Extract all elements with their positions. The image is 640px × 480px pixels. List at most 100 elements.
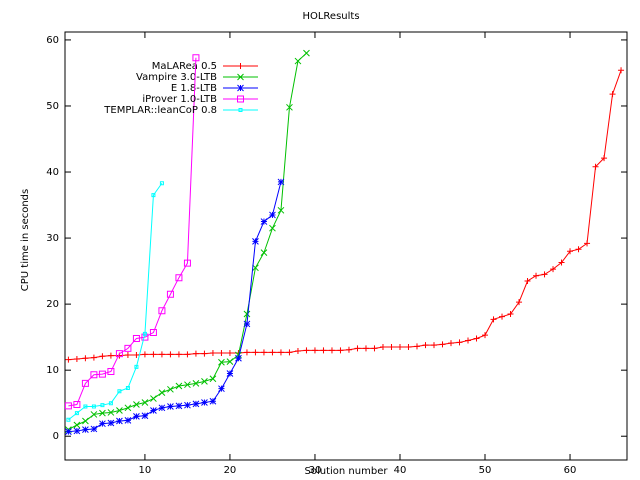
- point-marker: [260, 218, 268, 225]
- point-marker: [107, 409, 115, 416]
- point-marker: [142, 331, 147, 336]
- point-marker: [269, 224, 276, 232]
- point-marker: [592, 163, 599, 170]
- point-marker: [125, 386, 130, 391]
- point-marker: [294, 348, 301, 355]
- point-marker: [167, 403, 174, 410]
- point-marker: [379, 344, 386, 351]
- point-marker: [166, 290, 174, 298]
- y-tick-label: 60: [46, 35, 59, 46]
- point-marker: [149, 329, 157, 337]
- y-tick-label: 50: [46, 101, 59, 112]
- point-marker: [117, 389, 122, 394]
- point-marker: [260, 249, 268, 256]
- point-marker: [151, 193, 156, 198]
- point-marker: [439, 341, 446, 348]
- point-marker: [371, 345, 378, 352]
- point-marker: [320, 347, 327, 354]
- point-marker: [507, 311, 514, 318]
- point-marker: [158, 389, 166, 396]
- point-marker: [226, 358, 234, 365]
- point-marker: [499, 313, 506, 320]
- point-marker: [82, 417, 89, 425]
- point-marker: [90, 371, 98, 379]
- point-marker: [107, 419, 115, 427]
- point-marker: [99, 420, 106, 428]
- point-marker: [167, 385, 174, 393]
- point-marker: [184, 381, 191, 389]
- point-marker: [192, 400, 200, 408]
- point-marker: [150, 395, 157, 402]
- point-marker: [100, 403, 105, 408]
- point-marker: [269, 211, 276, 219]
- y-tick-label: 10: [46, 365, 59, 376]
- point-marker: [83, 404, 88, 409]
- point-marker: [73, 355, 80, 362]
- point-marker: [609, 91, 616, 98]
- point-marker: [490, 316, 497, 323]
- point-marker: [209, 350, 216, 356]
- point-marker: [108, 401, 113, 406]
- plot-frame: [64, 31, 628, 461]
- point-marker: [192, 54, 200, 62]
- y-tick-label: 0: [53, 431, 59, 442]
- point-marker: [158, 404, 166, 412]
- point-marker: [107, 367, 115, 375]
- x-tick-label: 30: [309, 465, 322, 476]
- point-marker: [294, 57, 302, 65]
- point-marker: [277, 178, 285, 186]
- point-marker: [218, 350, 225, 356]
- point-marker: [277, 206, 285, 214]
- point-marker: [82, 426, 89, 433]
- y-tick-label: 30: [46, 233, 59, 244]
- point-marker: [473, 335, 480, 342]
- point-marker: [124, 344, 132, 352]
- x-axis-label: Solution number: [305, 466, 389, 477]
- point-marker: [175, 351, 182, 358]
- x-tick-label: 60: [564, 465, 577, 476]
- point-marker: [81, 379, 89, 387]
- y-tick-label: 40: [46, 167, 59, 178]
- point-marker: [226, 350, 233, 356]
- chart-title: HOLResults: [302, 11, 359, 22]
- point-marker: [158, 351, 165, 358]
- point-marker: [618, 67, 625, 74]
- point-marker: [116, 417, 123, 425]
- point-marker: [482, 332, 489, 339]
- point-marker: [192, 350, 199, 357]
- point-marker: [133, 351, 140, 358]
- series-line: [68, 181, 282, 433]
- point-marker: [133, 401, 140, 408]
- point-marker: [192, 380, 200, 387]
- point-marker: [243, 349, 250, 356]
- point-marker: [90, 354, 97, 361]
- point-marker: [201, 399, 208, 406]
- point-marker: [99, 353, 106, 360]
- point-marker: [550, 266, 557, 273]
- point-marker: [65, 356, 72, 363]
- point-marker: [159, 181, 164, 186]
- point-marker: [65, 428, 72, 435]
- point-marker: [337, 347, 344, 354]
- legend-marker: [237, 84, 244, 92]
- point-marker: [201, 378, 208, 385]
- point-marker: [303, 347, 310, 354]
- point-marker: [209, 397, 217, 405]
- point-marker: [141, 351, 148, 358]
- point-marker: [533, 272, 540, 279]
- x-tick-label: 50: [479, 465, 492, 476]
- legend-marker: [237, 95, 244, 103]
- point-marker: [183, 259, 191, 267]
- point-marker: [413, 343, 420, 350]
- point-marker: [91, 404, 96, 409]
- point-marker: [252, 264, 259, 272]
- point-marker: [99, 409, 106, 417]
- point-marker: [209, 375, 217, 383]
- point-marker: [584, 240, 591, 247]
- point-marker: [73, 427, 81, 435]
- series-line: [68, 57, 197, 407]
- point-marker: [175, 382, 183, 390]
- point-marker: [201, 350, 208, 357]
- point-marker: [175, 274, 183, 282]
